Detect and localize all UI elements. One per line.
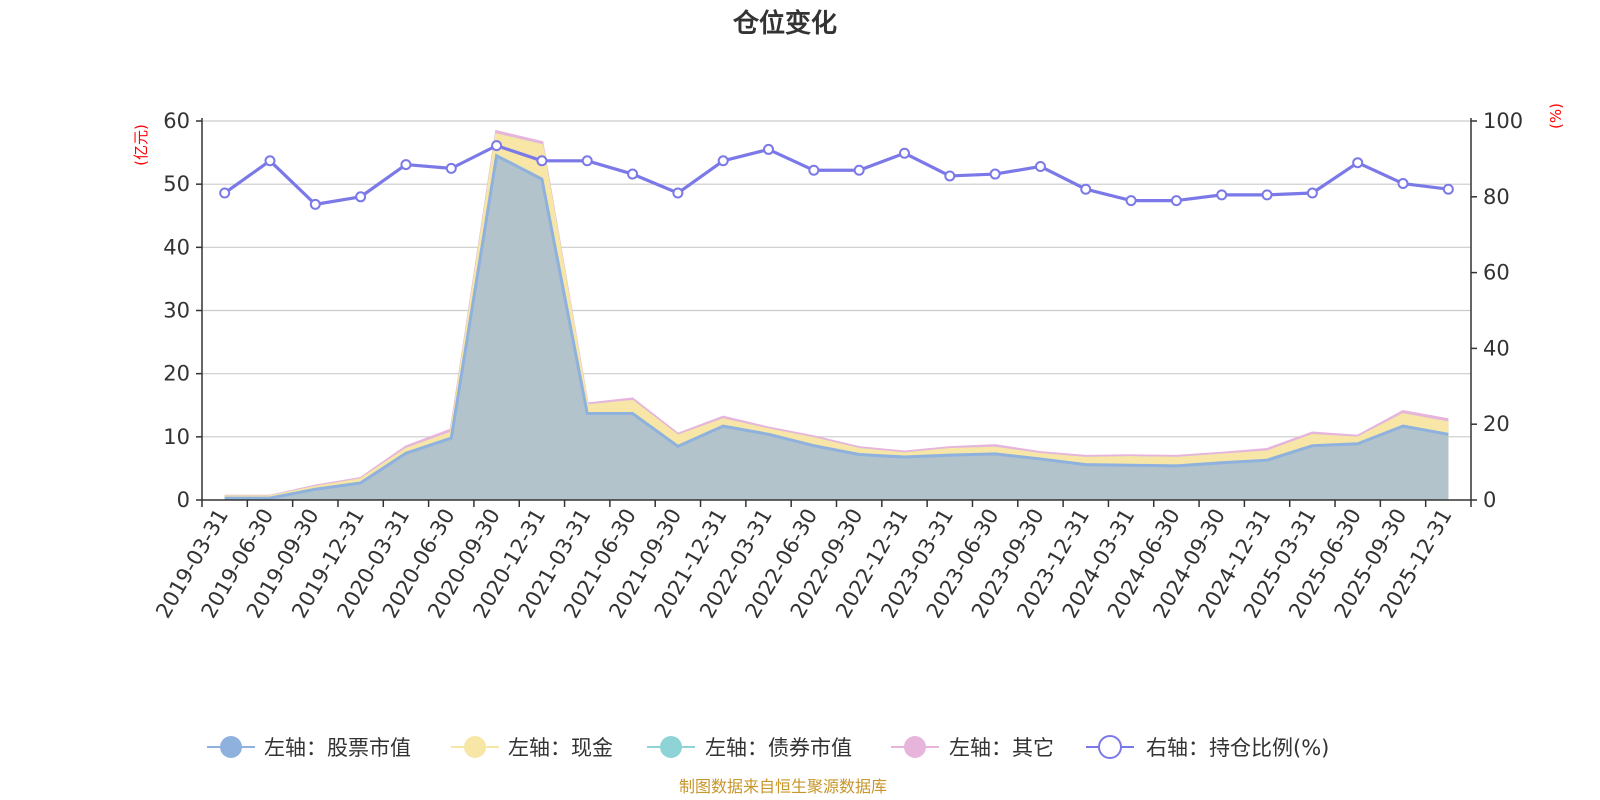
ratio-point [400, 159, 412, 171]
area-edge-3 [224, 129, 1449, 498]
left-tick-label: 50 [163, 172, 190, 196]
ratio-point [1080, 183, 1092, 195]
ratio-point [853, 164, 865, 176]
left-tick-label: 30 [163, 299, 190, 323]
ratio-point [355, 191, 367, 203]
right-tick-label: 60 [1483, 261, 1510, 285]
axes: 01020304050600204060801002019-03-312019-… [151, 109, 1523, 622]
ratio-point [763, 143, 775, 155]
ratio-point [1442, 183, 1454, 195]
left-axis-unit: (亿元) [132, 124, 150, 166]
left-tick-label: 40 [163, 235, 190, 259]
ratio-point [445, 162, 457, 174]
ratio-point [717, 155, 729, 167]
legend-label: 右轴：持仓比例(%) [1146, 736, 1329, 760]
legend-item[interactable]: 左轴：债券市值 [647, 736, 852, 760]
right-tick-label: 80 [1483, 185, 1510, 209]
right-tick-label: 100 [1483, 109, 1523, 133]
legend-marker [220, 736, 242, 758]
right-tick-label: 40 [1483, 336, 1510, 360]
left-tick-label: 60 [163, 109, 190, 133]
ratio-point [944, 170, 956, 182]
area-edge-0 [224, 153, 1449, 500]
legend-item[interactable]: 右轴：持仓比例(%) [1086, 735, 1329, 760]
legend-item[interactable]: 左轴：现金 [451, 736, 613, 760]
ratio-point [808, 164, 820, 176]
legend-item[interactable]: 左轴：其它 [891, 736, 1054, 760]
grid-lines [202, 120, 1471, 438]
ratio-point [1034, 160, 1046, 172]
legend-label: 左轴：股票市值 [264, 736, 411, 760]
ratio-point [536, 155, 548, 167]
ratio-point [1352, 157, 1364, 169]
ratio-point [1261, 189, 1273, 201]
ratio-point [1170, 195, 1182, 207]
right-tick-label: 0 [1483, 488, 1496, 512]
legend-marker [1098, 735, 1122, 759]
ratio-point [264, 155, 276, 167]
ratio-point [627, 168, 639, 180]
legend-marker [904, 736, 926, 758]
ratio-point [309, 198, 321, 210]
ratio-point [989, 168, 1001, 180]
legend-marker [660, 736, 682, 758]
ratio-point [898, 147, 910, 159]
legend-label: 左轴：现金 [508, 736, 613, 760]
ratio-point [1216, 189, 1228, 201]
area-0 [224, 155, 1449, 501]
left-tick-label: 20 [163, 362, 190, 386]
ratio-point [1306, 187, 1318, 199]
legend-marker [464, 736, 486, 758]
area-edge-1 [224, 133, 1449, 499]
stacked-areas [224, 129, 1449, 501]
source-note: 制图数据来自恒生聚源数据库 [679, 777, 887, 796]
ratio-line [223, 144, 1449, 206]
right-tick-label: 20 [1483, 412, 1510, 436]
ratio-point [672, 187, 684, 199]
left-tick-label: 0 [177, 488, 190, 512]
left-tick-label: 10 [163, 425, 190, 449]
ratio-line-layer [219, 140, 1454, 210]
ratio-point [1125, 195, 1137, 207]
chart-title: 仓位变化 [732, 8, 837, 39]
ratio-point [219, 187, 231, 199]
legend: 左轴：股票市值 左轴：现金 左轴：债券市值 左轴：其它 右轴：持仓比例(%) [207, 735, 1329, 760]
right-axis-unit: (%) [1547, 103, 1565, 129]
ratio-point [581, 155, 593, 167]
legend-label: 左轴：其它 [949, 736, 1054, 760]
legend-label: 左轴：债券市值 [705, 736, 852, 760]
ratio-point [491, 140, 503, 152]
ratio-point [1397, 178, 1409, 190]
legend-item[interactable]: 左轴：股票市值 [207, 736, 411, 760]
